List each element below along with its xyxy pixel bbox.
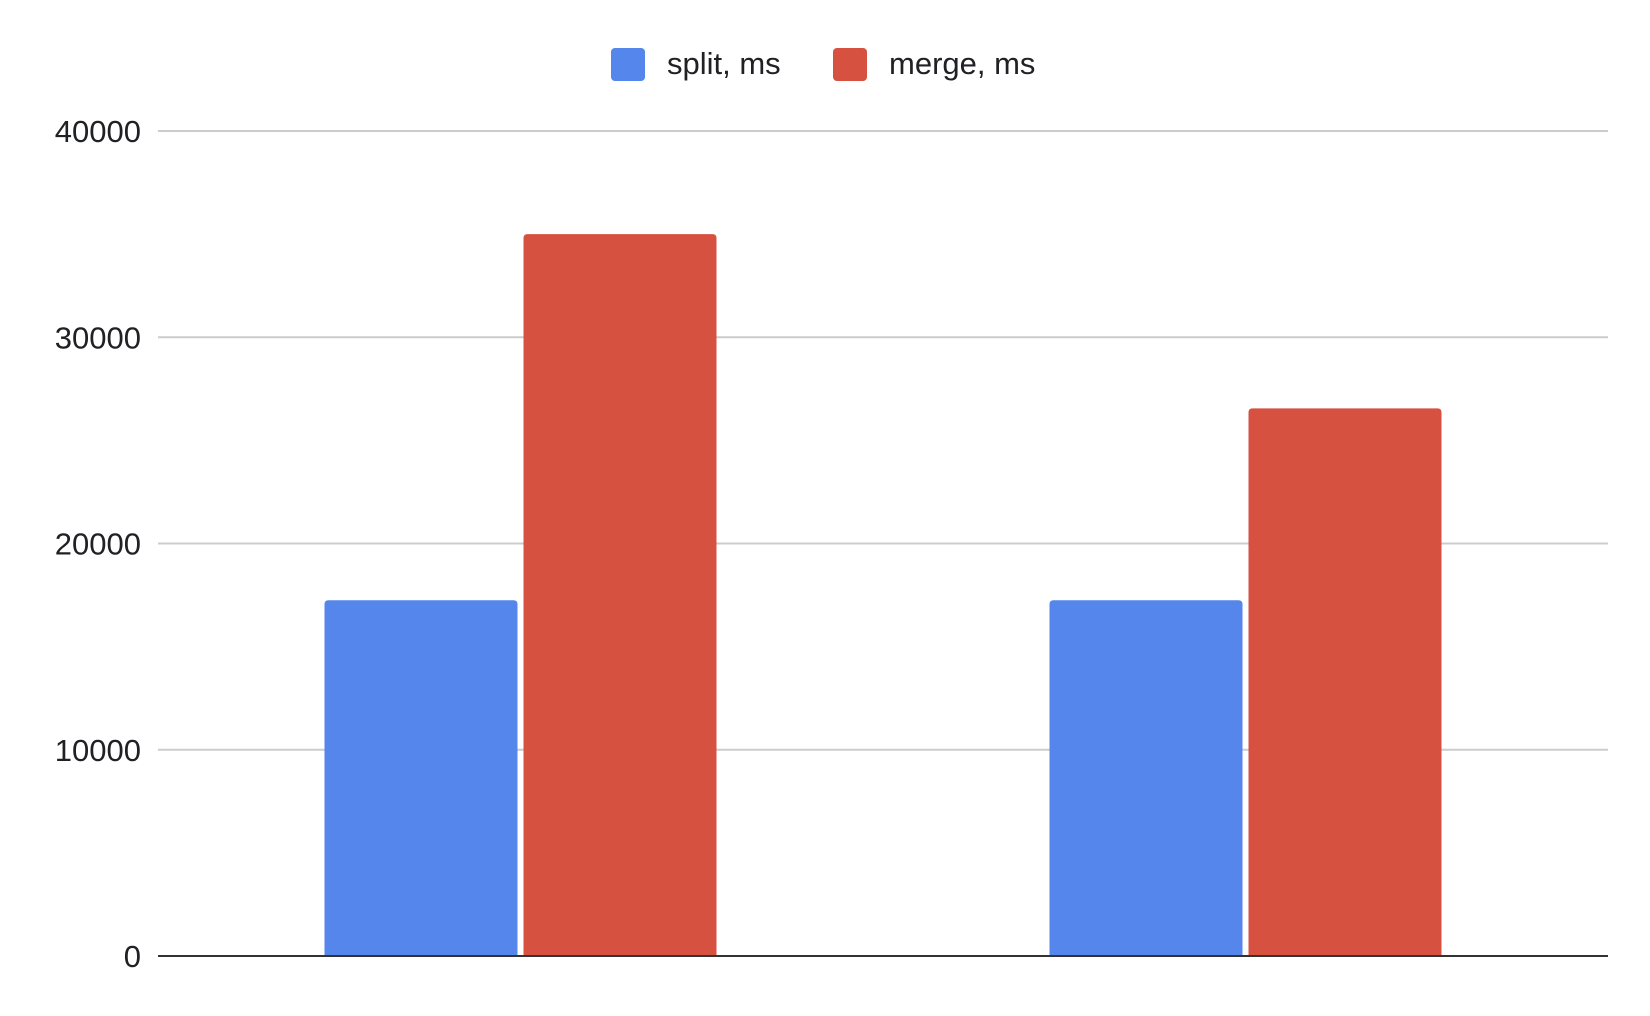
y-tick-label: 10000 [55,733,141,768]
y-tick-label: 40000 [55,114,141,149]
bar-split-2 [1049,600,1243,956]
y-tick-label: 30000 [55,320,141,355]
y-tick-label: 20000 [55,527,141,562]
y-axis-ticks: 0 10000 20000 30000 40000 [55,114,141,974]
y-tick-label: 0 [124,939,141,974]
legend: split, ms merge, ms [611,46,1035,81]
bar-split-1 [324,600,518,956]
bars [324,234,1442,956]
bar-merge-2 [1248,408,1442,956]
legend-swatch-merge [833,48,867,81]
bar-merge-1 [523,234,717,956]
legend-label-split: split, ms [667,46,781,81]
legend-swatch-split [611,48,645,81]
legend-label-merge: merge, ms [889,46,1035,81]
